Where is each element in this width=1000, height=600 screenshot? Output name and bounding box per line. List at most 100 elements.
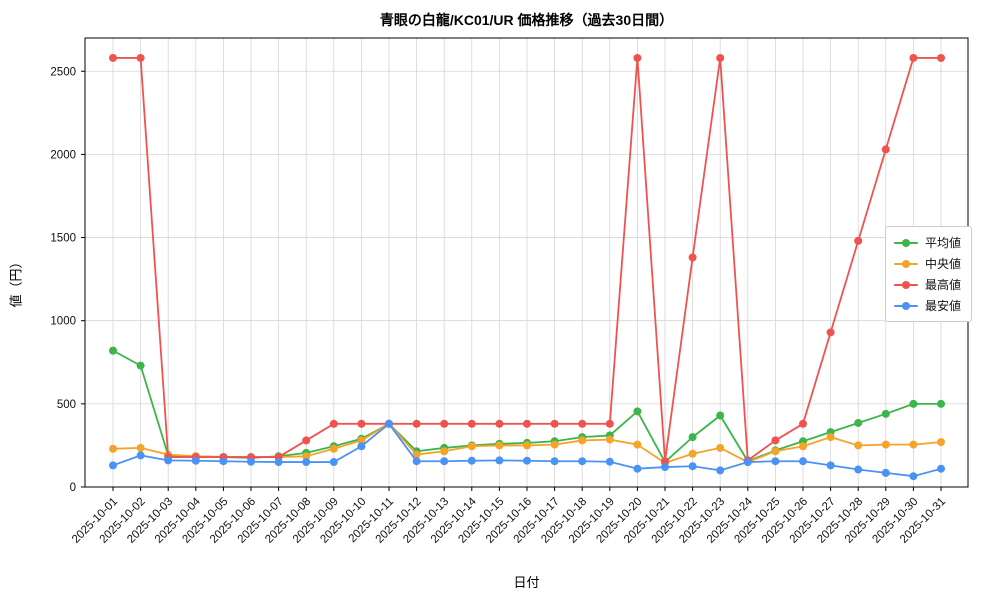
legend-label-min: 最安値 (925, 299, 962, 313)
point-min-2025-10-08 (302, 458, 311, 467)
point-max-2025-10-25 (771, 436, 780, 445)
point-min-2025-10-15 (495, 456, 504, 465)
chart-title: 青眼の白龍/KC01/UR 価格推移（過去30日間） (379, 12, 674, 28)
legend-item-min: 最安値 (894, 297, 961, 314)
point-min-2025-10-18 (578, 457, 587, 466)
point-median-2025-10-12 (412, 450, 421, 459)
point-average-2025-10-29 (881, 409, 890, 418)
point-min-2025-10-02 (136, 451, 145, 460)
point-median-2025-10-01 (109, 444, 117, 453)
legend: 平均値中央値最高値最安値 (885, 226, 973, 322)
legend-marker-max-icon (894, 280, 918, 290)
point-max-2025-10-23 (716, 53, 725, 62)
legend-item-median: 中央値 (894, 255, 961, 272)
point-max-2025-10-02 (136, 53, 145, 62)
plot-border (84, 37, 969, 488)
point-max-2025-10-12 (412, 419, 421, 428)
point-max-2025-10-10 (357, 419, 366, 428)
y-tick-label: 500 (57, 399, 76, 411)
axis-ticks (81, 70, 942, 491)
point-max-2025-10-22 (688, 253, 697, 262)
point-max-2025-10-13 (440, 419, 449, 428)
point-max-2025-10-01 (109, 53, 117, 62)
point-min-2025-10-28 (854, 465, 863, 474)
gridlines (85, 38, 968, 488)
x-tick-labels: 2025-10-012025-10-022025-10-032025-10-04… (70, 495, 948, 546)
point-max-2025-10-31 (937, 53, 945, 62)
y-tick-label: 1500 (50, 233, 76, 245)
point-min-2025-10-01 (109, 461, 117, 470)
point-min-2025-10-27 (826, 461, 835, 470)
legend-label-average: 平均値 (925, 236, 962, 250)
point-max-2025-10-19 (605, 419, 614, 428)
point-min-2025-10-19 (605, 457, 614, 466)
point-min-2025-10-20 (633, 464, 642, 473)
point-median-2025-10-14 (467, 442, 476, 451)
point-median-2025-10-27 (826, 433, 835, 442)
legend-label-max: 最高値 (925, 278, 962, 292)
y-tick-label: 0 (70, 482, 76, 494)
legend-label-median: 中央値 (925, 257, 962, 271)
point-max-2025-10-16 (523, 419, 531, 428)
point-min-2025-10-30 (909, 472, 918, 481)
point-max-2025-10-29 (881, 145, 890, 154)
point-max-2025-10-08 (302, 436, 311, 445)
y-tick-label: 2500 (50, 66, 76, 78)
point-min-2025-10-29 (881, 468, 890, 477)
point-min-2025-10-06 (247, 457, 255, 466)
point-min-2025-10-09 (329, 458, 338, 467)
point-median-2025-10-09 (329, 444, 338, 453)
point-min-2025-10-24 (743, 458, 752, 467)
point-min-2025-10-25 (771, 457, 780, 466)
point-min-2025-10-12 (412, 457, 421, 466)
point-max-2025-10-30 (909, 53, 918, 62)
point-min-2025-10-03 (164, 456, 173, 465)
point-max-2025-10-21 (661, 457, 669, 466)
point-min-2025-10-21 (661, 463, 669, 472)
point-median-2025-10-29 (881, 440, 890, 449)
x-axis-label: 日付 (513, 575, 540, 590)
point-max-2025-10-26 (799, 419, 807, 428)
point-min-2025-10-11 (385, 419, 393, 428)
point-average-2025-10-28 (854, 418, 863, 427)
point-median-2025-10-28 (854, 441, 863, 450)
point-min-2025-10-26 (799, 457, 807, 466)
point-median-2025-10-23 (716, 443, 725, 452)
y-tick-label: 2000 (50, 149, 76, 161)
point-min-2025-10-16 (523, 456, 531, 465)
point-median-2025-10-19 (605, 435, 614, 444)
point-median-2025-10-16 (523, 441, 531, 450)
point-min-2025-10-31 (937, 464, 945, 473)
point-max-2025-10-09 (329, 419, 338, 428)
legend-marker-median-icon (894, 259, 918, 269)
point-min-2025-10-17 (550, 457, 559, 466)
point-median-2025-10-02 (136, 443, 145, 452)
point-average-2025-10-20 (633, 407, 642, 416)
point-median-2025-10-15 (495, 441, 504, 450)
point-average-2025-10-30 (909, 399, 918, 408)
point-median-2025-10-20 (633, 440, 642, 449)
point-max-2025-10-15 (495, 419, 504, 428)
point-min-2025-10-13 (440, 457, 449, 466)
point-average-2025-10-23 (716, 411, 725, 420)
point-median-2025-10-13 (440, 447, 449, 456)
legend-marker-average-icon (894, 238, 918, 248)
point-median-2025-10-08 (302, 452, 311, 461)
legend-item-max: 最高値 (894, 276, 961, 293)
point-min-2025-10-22 (688, 462, 697, 471)
point-max-2025-10-28 (854, 236, 863, 245)
legend-item-average: 平均値 (894, 234, 961, 251)
point-median-2025-10-17 (550, 440, 559, 449)
point-max-2025-10-17 (550, 419, 559, 428)
point-median-2025-10-25 (771, 447, 780, 456)
y-tick-labels: 0 500 1000 1500 2000 2500 (50, 66, 76, 494)
point-max-2025-10-20 (633, 53, 642, 62)
point-median-2025-10-30 (909, 440, 918, 449)
point-max-2025-10-18 (578, 419, 587, 428)
y-axis-label: 値（円） (8, 255, 24, 308)
point-average-2025-10-31 (937, 399, 945, 408)
point-average-2025-10-01 (109, 346, 117, 355)
point-min-2025-10-04 (191, 456, 200, 465)
